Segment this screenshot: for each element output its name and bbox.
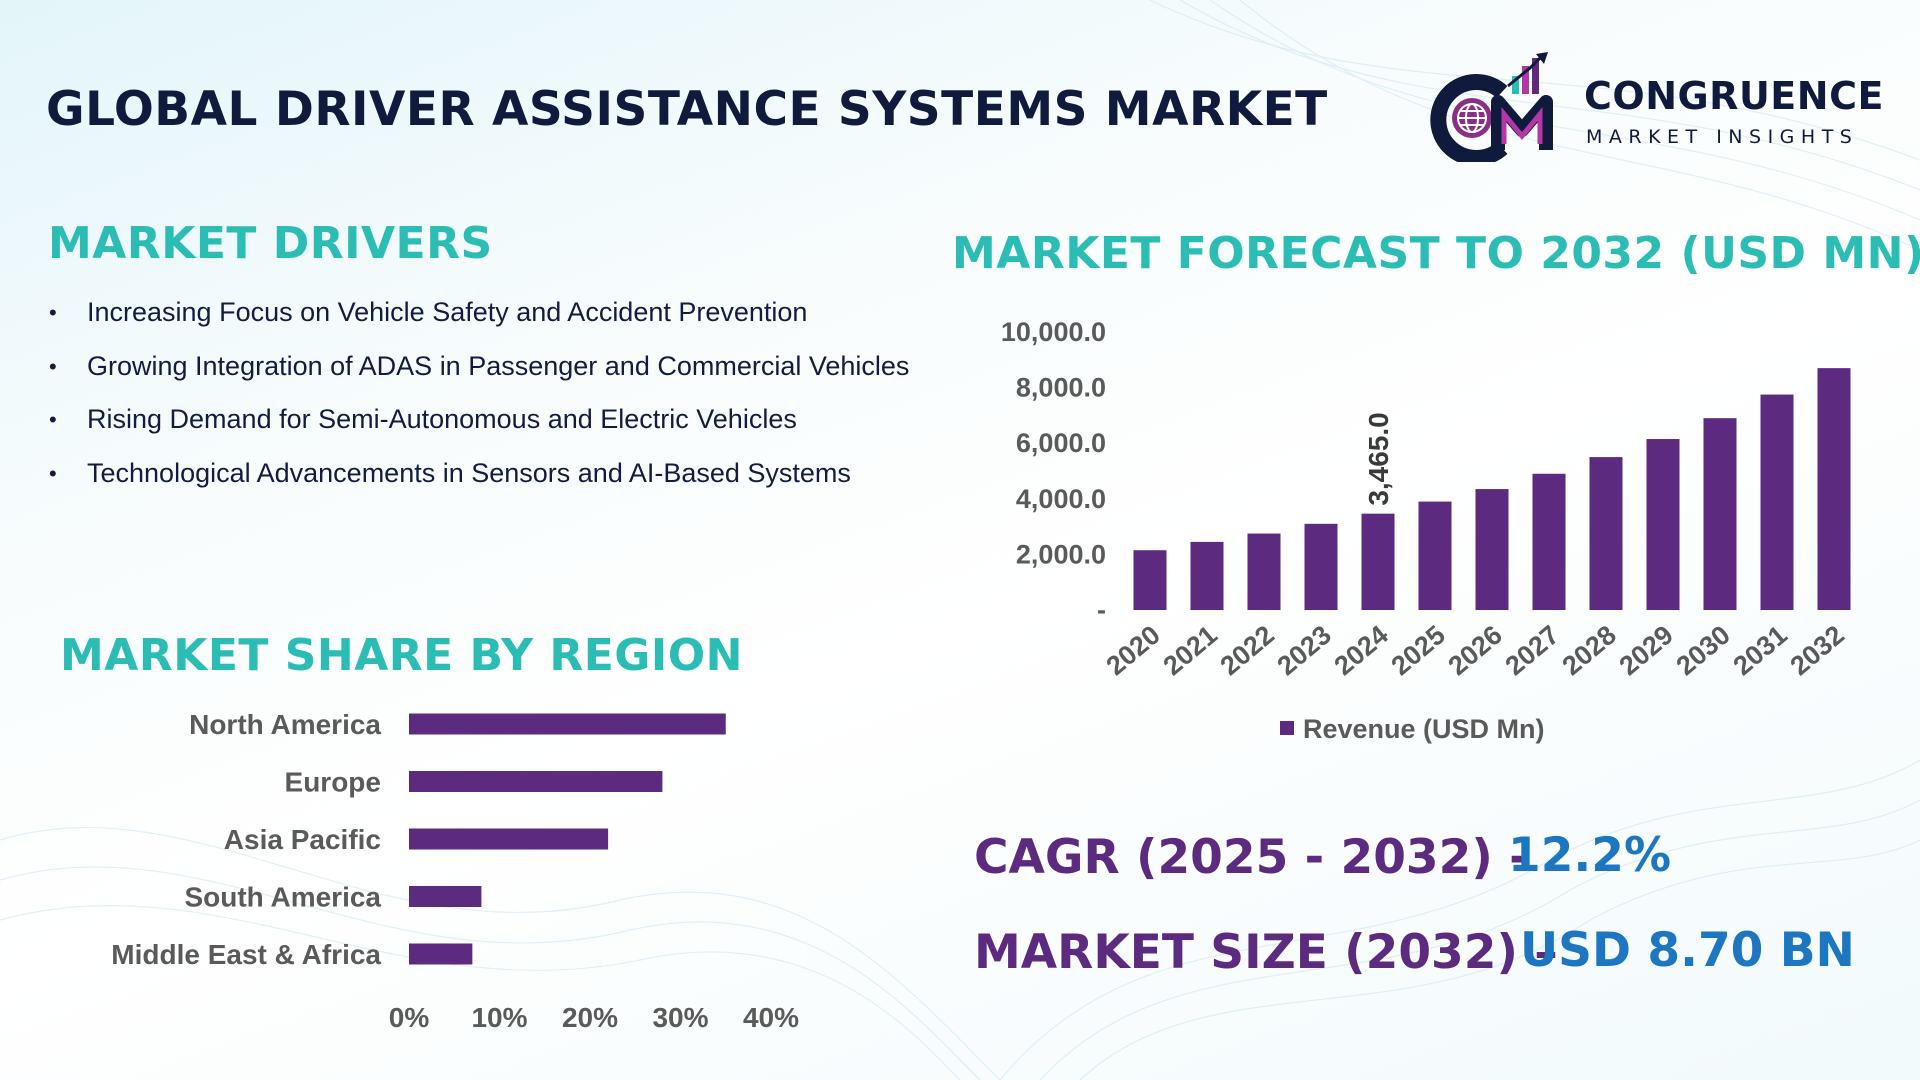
bar-2025 xyxy=(1418,501,1452,610)
market-share-heading: MARKET SHARE BY REGION xyxy=(60,630,743,681)
x-tick-label: 2021 xyxy=(1158,620,1223,682)
market-size-value: USD 8.70 BN xyxy=(1520,923,1855,978)
x-tick-label: 10% xyxy=(471,1002,527,1033)
bar-south-america xyxy=(409,886,482,907)
forecast-bar-chart: - 2,000.0 4,000.0 6,000.0 8,000.0 10,000.0 202… xyxy=(1001,317,1851,744)
cagr-label: CAGR (2025 - 2032) - xyxy=(974,830,1529,885)
bar-asia-pacific xyxy=(409,828,609,850)
legend-label: Revenue (USD Mn) xyxy=(1303,714,1545,744)
x-tick-label: 2028 xyxy=(1557,620,1622,682)
list-item: Increasing Focus on Vehicle Safety and A… xyxy=(44,286,926,340)
bar-north-america xyxy=(409,713,726,735)
market-drivers-heading: MARKET DRIVERS xyxy=(48,218,493,269)
logo-name: CONGRUENCE xyxy=(1584,74,1884,118)
category-label: Middle East & Africa xyxy=(111,939,381,970)
x-tick-label: 2026 xyxy=(1443,620,1508,682)
market-drivers-list: Increasing Focus on Vehicle Safety and A… xyxy=(44,286,926,500)
logo-tagline: MARKET INSIGHTS xyxy=(1586,126,1859,148)
bar-middle-east-africa xyxy=(409,943,473,965)
globe-bar-chart-logo-icon xyxy=(1430,52,1553,162)
x-tick-label: 2020 xyxy=(1101,620,1166,682)
x-tick-label: 2027 xyxy=(1500,620,1565,682)
y-tick-label: 10,000.0 xyxy=(1001,317,1106,347)
legend-swatch xyxy=(1280,721,1294,735)
y-tick-label: 2,000.0 xyxy=(1016,539,1106,569)
cagr-value: 12.2% xyxy=(1508,828,1672,883)
bar-2029 xyxy=(1646,439,1680,610)
bar-2024 xyxy=(1361,513,1395,610)
x-tick-label: 30% xyxy=(652,1002,708,1033)
x-tick-label: 2030 xyxy=(1671,620,1736,682)
bar-2028 xyxy=(1589,457,1623,610)
list-item: Growing Integration of ADAS in Passenger… xyxy=(44,340,926,394)
bar-2023 xyxy=(1304,523,1338,610)
y-tick-label: - xyxy=(1097,595,1106,625)
brand-logo: CONGRUENCE MARKET INSIGHTS xyxy=(1424,52,1894,162)
bar-2032 xyxy=(1817,368,1851,610)
region-share-bar-chart: North America Europe Asia Pacific South Ame… xyxy=(111,709,799,1033)
x-tick-label: 2025 xyxy=(1386,620,1451,682)
bar-2031 xyxy=(1760,394,1794,610)
bar-2020 xyxy=(1133,550,1167,610)
bar-2027 xyxy=(1532,473,1566,610)
category-label: North America xyxy=(189,709,381,740)
page-title: GLOBAL DRIVER ASSISTANCE SYSTEMS MARKET xyxy=(46,82,1328,137)
y-tick-label: 4,000.0 xyxy=(1016,484,1106,514)
market-forecast-heading: MARKET FORECAST TO 2032 (USD MN) xyxy=(952,228,1920,279)
x-tick-label: 2031 xyxy=(1728,620,1793,682)
x-tick-label: 2023 xyxy=(1272,620,1337,682)
bar-europe xyxy=(409,771,663,792)
market-size-label: MARKET SIZE (2032) – xyxy=(974,925,1558,980)
x-tick-label: 2024 xyxy=(1329,620,1394,682)
category-label: South America xyxy=(184,882,381,913)
x-tick-label: 20% xyxy=(562,1002,618,1033)
list-item: Rising Demand for Semi-Autonomous and El… xyxy=(44,393,926,447)
y-tick-label: 6,000.0 xyxy=(1016,428,1106,458)
x-tick-label: 2029 xyxy=(1614,620,1679,682)
x-tick-label: 2022 xyxy=(1215,620,1280,682)
category-label: Europe xyxy=(285,767,381,798)
bar-2022 xyxy=(1247,533,1281,610)
x-tick-label: 2032 xyxy=(1785,620,1850,682)
x-tick-label: 40% xyxy=(743,1002,799,1033)
list-item: Technological Advancements in Sensors an… xyxy=(44,447,926,501)
category-label: Asia Pacific xyxy=(224,824,381,855)
bar-2026 xyxy=(1475,489,1509,610)
y-tick-label: 8,000.0 xyxy=(1016,373,1106,403)
bar-2021 xyxy=(1190,541,1224,610)
x-tick-label: 0% xyxy=(389,1002,430,1033)
data-label-2024: 3,465.0 xyxy=(1363,412,1394,505)
bar-2030 xyxy=(1703,418,1737,610)
